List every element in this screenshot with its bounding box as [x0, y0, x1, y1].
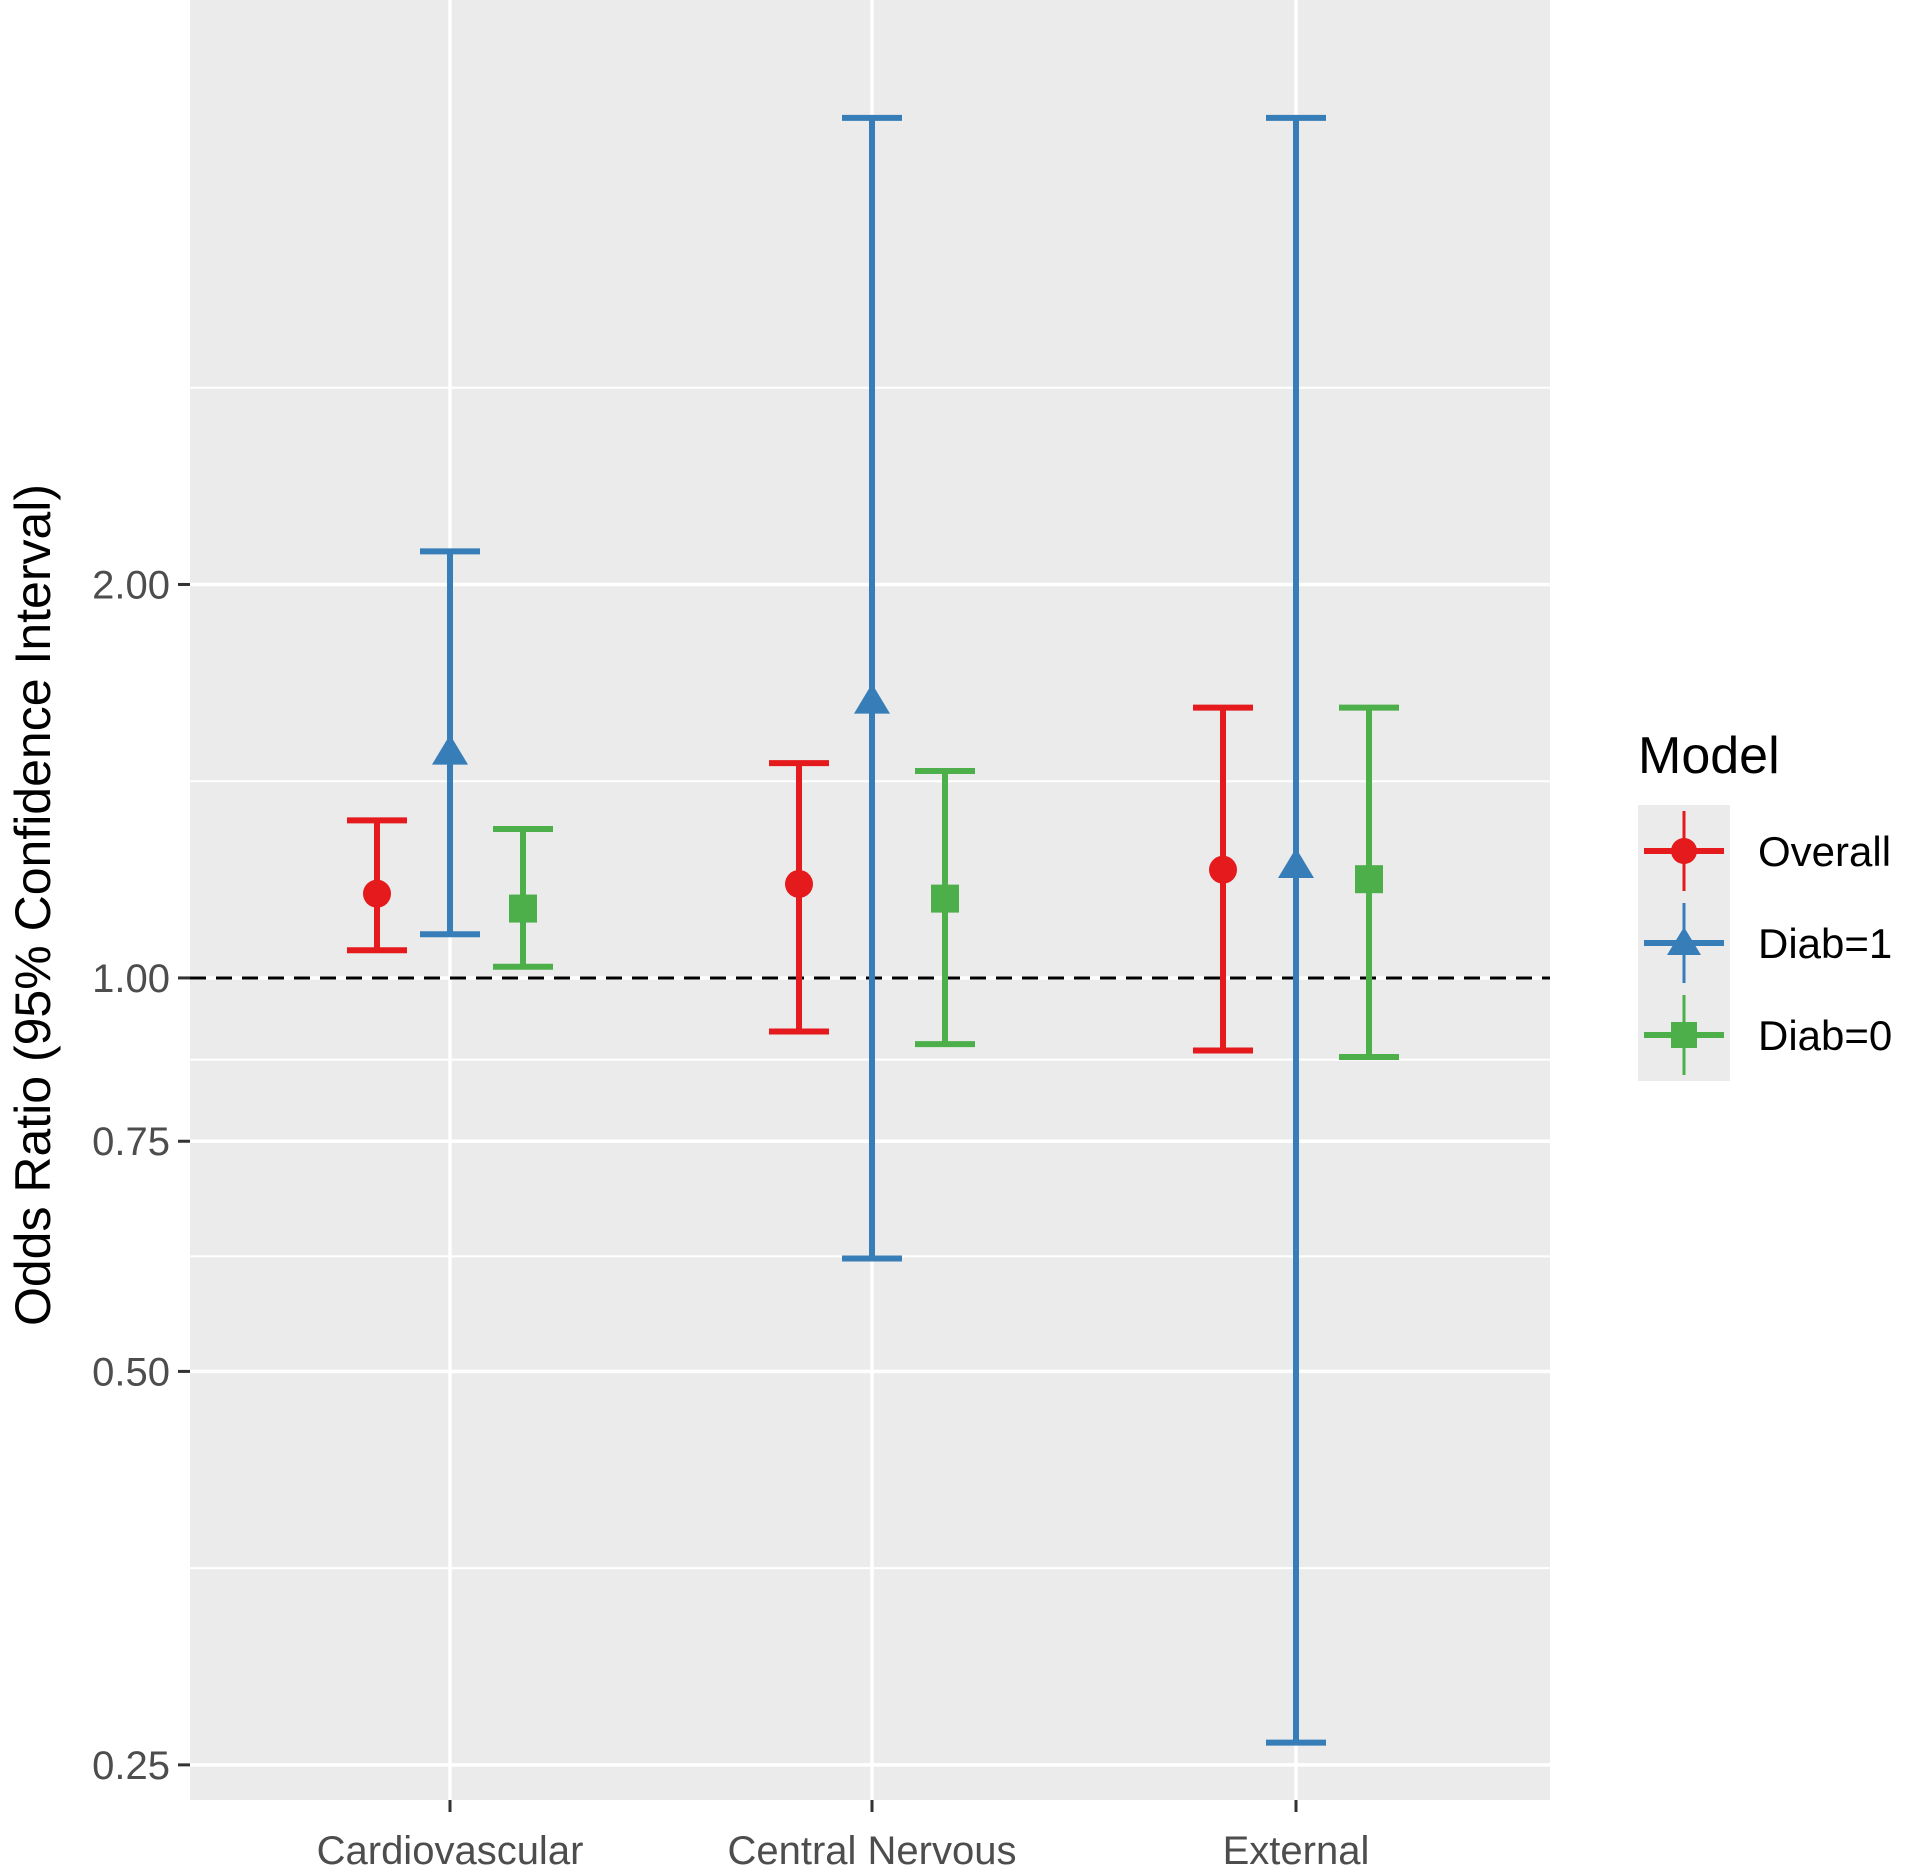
- legend-label: Diab=0: [1758, 1012, 1892, 1059]
- legend-label: Overall: [1758, 828, 1891, 875]
- series-group: [347, 114, 1399, 1746]
- point-marker: [509, 894, 537, 923]
- y-tick-label: 0.25: [92, 1744, 170, 1788]
- point-marker: [854, 683, 890, 714]
- x-tick-label: Central Nervous: [727, 1829, 1016, 1872]
- axes-group: 0.25 0.50 0.75 1.00 2.00 Cardiovascular Centra…: [92, 563, 1369, 1872]
- series-diab-1: [420, 114, 1326, 1746]
- point-marker: [1355, 865, 1383, 894]
- legend-label: Diab=1: [1758, 920, 1892, 967]
- y-tick-label: 0.75: [92, 1120, 170, 1164]
- x-tick-label: Cardiovascular: [317, 1829, 584, 1872]
- x-tick-label: External: [1223, 1829, 1370, 1872]
- point-marker: [1209, 855, 1237, 884]
- legend-item-diab-0: Diab=0: [1644, 995, 1892, 1075]
- legend-key-marker: [1671, 1022, 1697, 1048]
- y-axis-title: Odds Ratio (95% Confidence Interval): [5, 484, 61, 1326]
- point-marker: [1278, 848, 1314, 879]
- series-overall: [347, 704, 1253, 1054]
- series-diab-0: [493, 704, 1399, 1060]
- point-marker: [363, 879, 391, 908]
- legend-item-diab-1: Diab=1: [1644, 903, 1892, 983]
- point-marker: [432, 734, 468, 765]
- legend-item-overall: Overall: [1644, 811, 1891, 891]
- point-marker: [931, 884, 959, 913]
- legend-key-marker: [1667, 927, 1701, 955]
- legend-key-marker: [1671, 838, 1697, 864]
- y-tick-label: 1.00: [92, 957, 170, 1001]
- y-tick-label: 0.50: [92, 1350, 170, 1394]
- legend: Model Overall Diab=1 Diab=0: [1638, 727, 1892, 1081]
- legend-title: Model: [1638, 727, 1780, 785]
- point-marker: [785, 869, 813, 898]
- y-tick-label: 2.00: [92, 563, 170, 607]
